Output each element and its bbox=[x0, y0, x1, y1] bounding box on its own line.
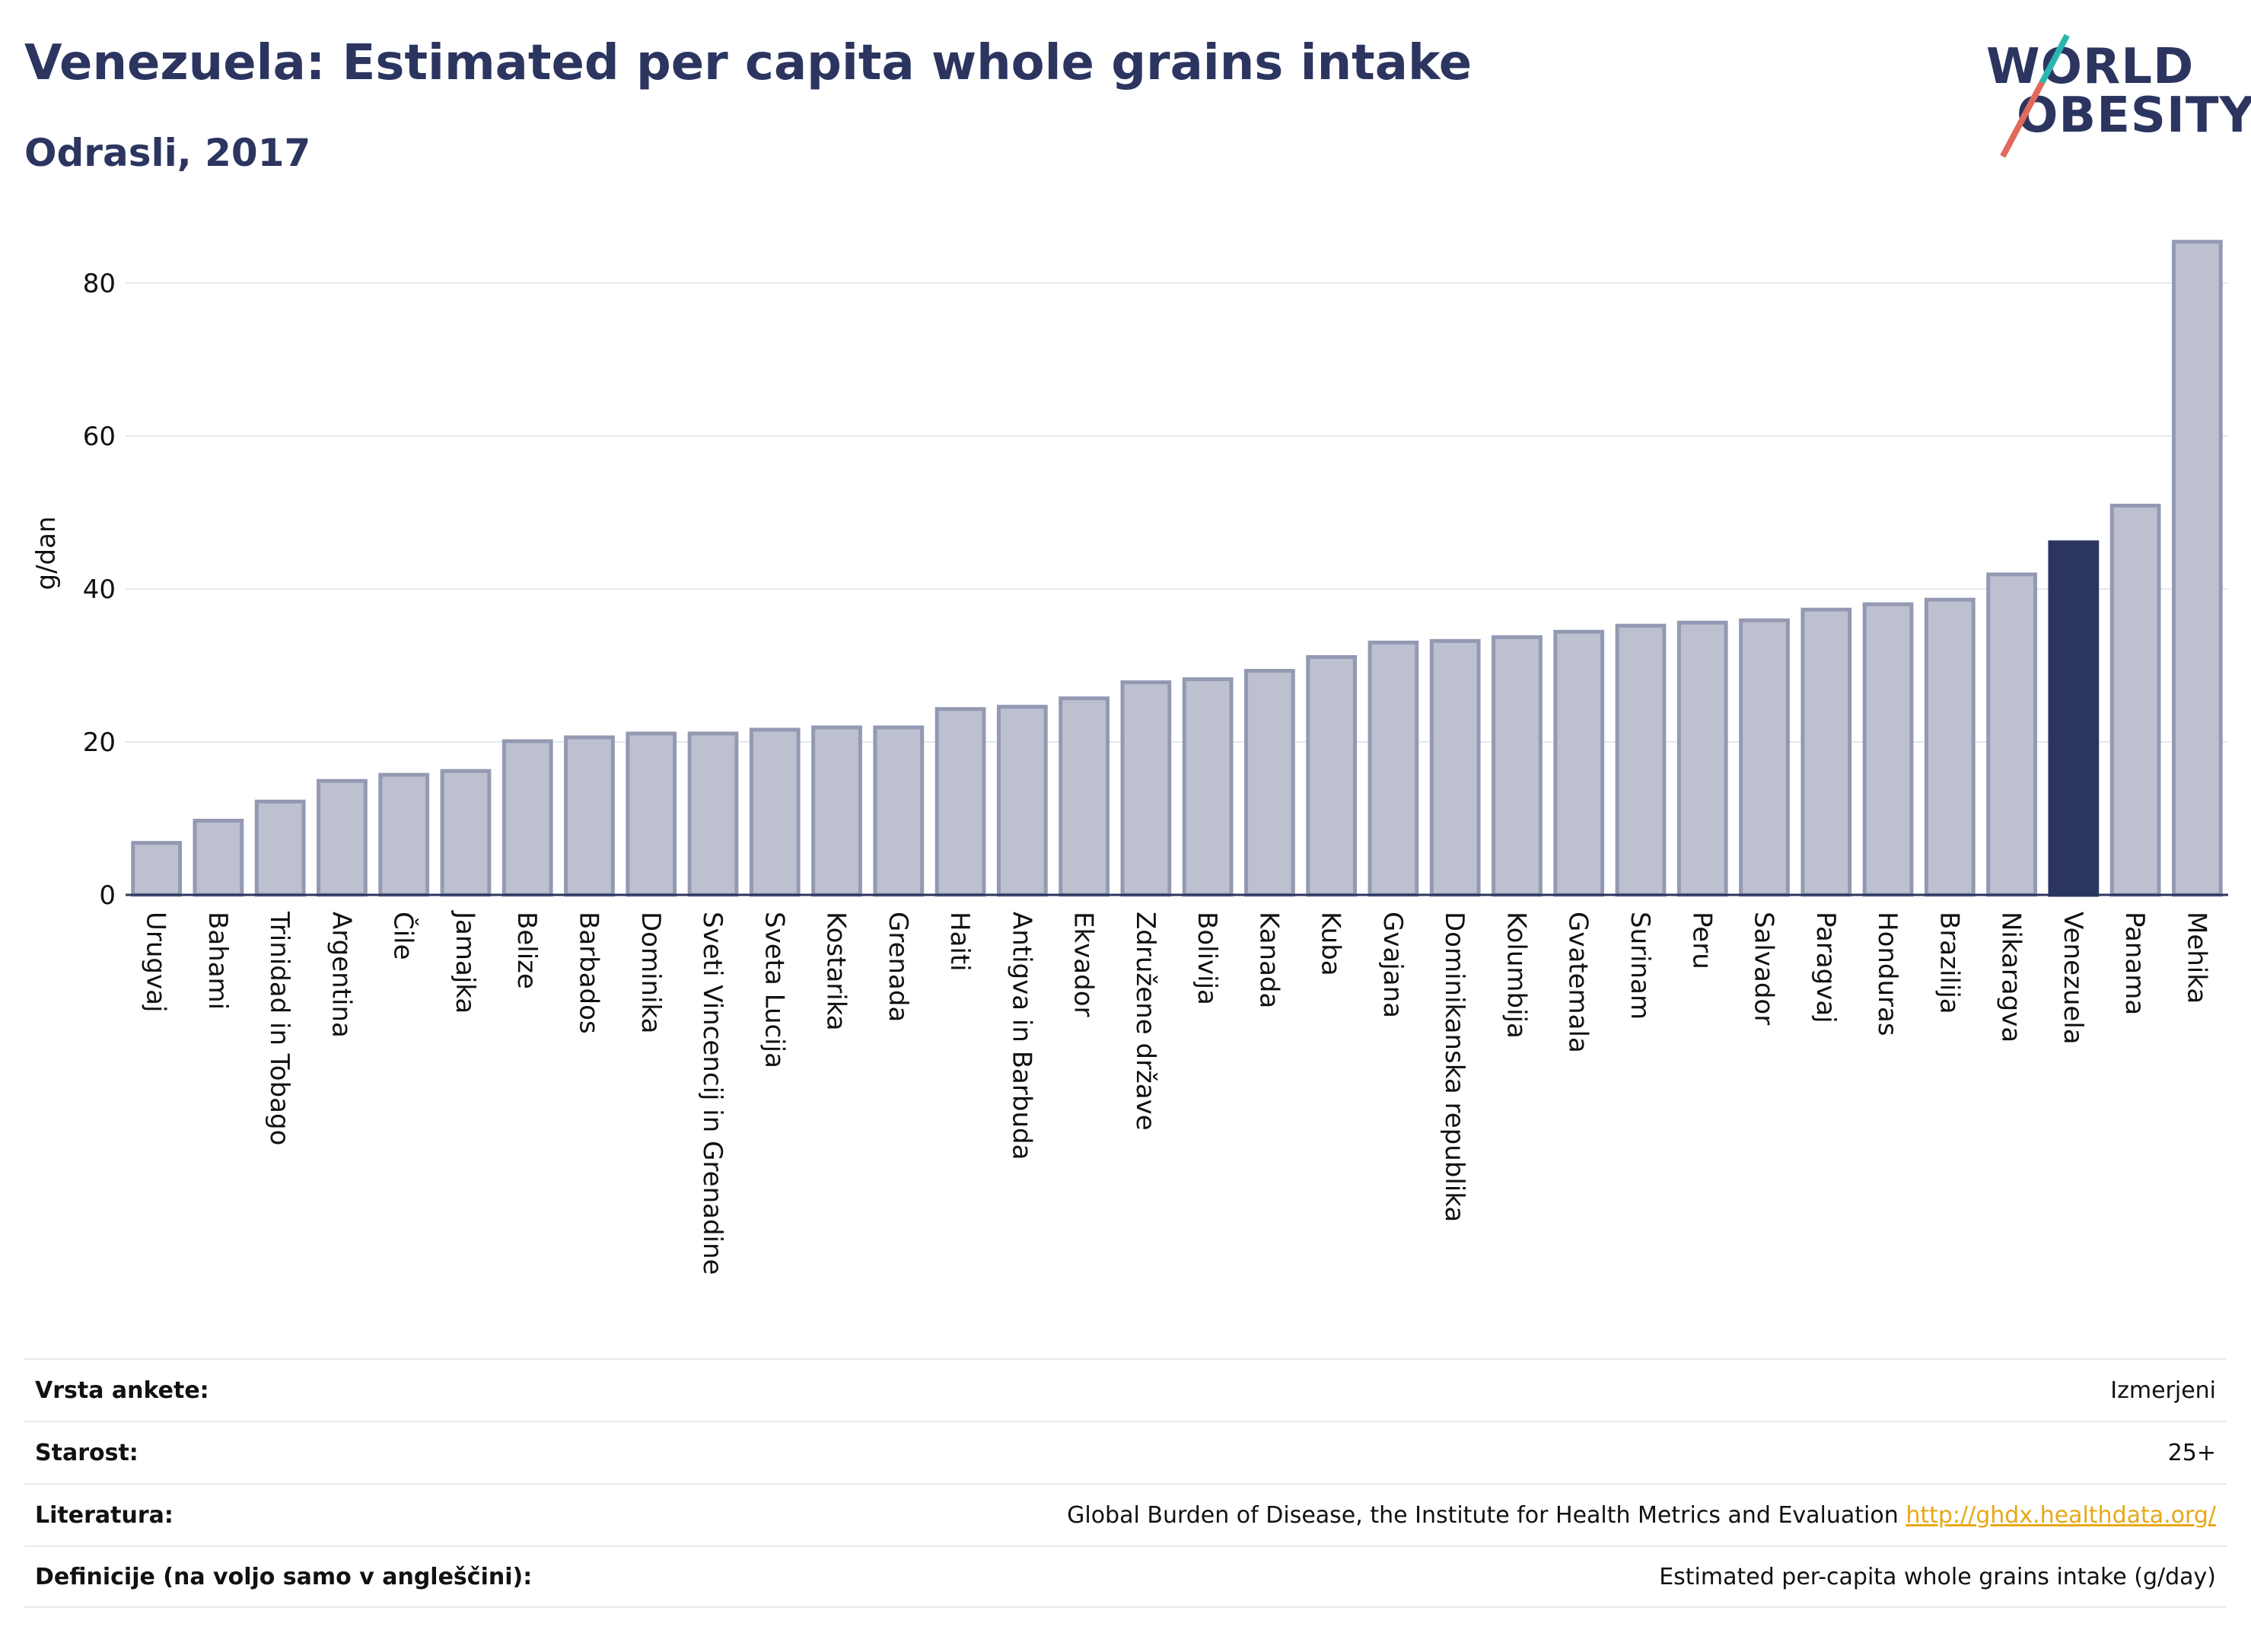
reference-link[interactable]: http://ghdx.healthdata.org/ bbox=[1906, 1501, 2216, 1529]
bar-brazilija[interactable] bbox=[1924, 597, 1976, 897]
meta-label: Literatura: bbox=[35, 1501, 174, 1529]
x-tick-label: Honduras bbox=[1872, 912, 1902, 1036]
bar-grenada[interactable] bbox=[873, 725, 925, 897]
x-tick-label: Združene države bbox=[1130, 912, 1161, 1131]
logo-text-obesity: OBESITY bbox=[2017, 88, 2251, 144]
bar-haiti[interactable] bbox=[934, 707, 986, 897]
x-tick-label: Ekvador bbox=[1068, 912, 1099, 1017]
meta-value: Izmerjeni bbox=[2110, 1377, 2216, 1404]
x-tick-label: Peru bbox=[1686, 912, 1717, 969]
meta-row-survey-type: Vrsta ankete: Izmerjeni bbox=[24, 1358, 2227, 1421]
x-tick-label: Barbados bbox=[573, 912, 603, 1034]
x-tick-label: Haiti bbox=[944, 912, 975, 972]
bar-nikaragva[interactable] bbox=[1986, 572, 2037, 897]
chart-subtitle: Odrasli, 2017 bbox=[24, 131, 311, 175]
chart-title: Venezuela: Estimated per capita whole gr… bbox=[24, 35, 1473, 91]
x-tick-label: Dominika bbox=[635, 912, 666, 1033]
bar-sveti-vincencij-in-grenadine[interactable] bbox=[687, 731, 739, 897]
bar-dominikanska-republika[interactable] bbox=[1429, 638, 1481, 897]
x-tick-label: Sveti Vincencij in Grenadine bbox=[697, 912, 728, 1275]
meta-row-age: Starost: 25+ bbox=[24, 1421, 2227, 1483]
bar-dominika[interactable] bbox=[626, 731, 677, 897]
bar-barbados[interactable] bbox=[564, 735, 615, 897]
bar-zdru-ene-dr-ave[interactable] bbox=[1120, 680, 1172, 897]
bar-kolumbija[interactable] bbox=[1492, 635, 1543, 897]
meta-value: Estimated per-capita whole grains intake… bbox=[1659, 1563, 2216, 1590]
x-tick-label: Gvatemala bbox=[1563, 912, 1594, 1053]
logo-text-world: WORLD bbox=[1986, 39, 2195, 95]
bar-kuba[interactable] bbox=[1306, 654, 1358, 897]
bar-mehika[interactable] bbox=[2171, 240, 2223, 897]
x-tick-label: Paragvaj bbox=[1810, 912, 1841, 1023]
x-tick-label: Bahami bbox=[202, 912, 233, 1010]
metadata-table: Vrsta ankete: Izmerjeni Starost: 25+ Lit… bbox=[24, 1358, 2227, 1608]
bar-peru[interactable] bbox=[1676, 620, 1728, 897]
bar-trinidad-in-tobago[interactable] bbox=[254, 799, 306, 897]
bar-salvador[interactable] bbox=[1739, 618, 1790, 897]
x-tick-label: Antigva in Barbuda bbox=[1006, 912, 1036, 1160]
reference-text: Global Burden of Disease, the Institute … bbox=[1067, 1501, 1899, 1529]
x-tick-label: Gvajana bbox=[1377, 912, 1408, 1018]
x-tick-label: Trinidad in Tobago bbox=[264, 911, 295, 1145]
y-axis-label: g/dan bbox=[31, 516, 62, 590]
x-tick-label: Nikaragva bbox=[1996, 912, 2027, 1042]
bar-bolivija[interactable] bbox=[1182, 677, 1234, 897]
bar-paragvaj[interactable] bbox=[1800, 607, 1852, 897]
bar-jamajka[interactable] bbox=[440, 769, 492, 897]
bar-gvajana[interactable] bbox=[1367, 640, 1419, 897]
x-tick-label: Jamajka bbox=[450, 910, 480, 1014]
bar-argentina[interactable] bbox=[317, 778, 368, 897]
x-tick-label: Sveta Lucija bbox=[759, 912, 789, 1068]
x-tick-label: Mehika bbox=[2181, 912, 2211, 1004]
bar-kanada[interactable] bbox=[1244, 669, 1295, 897]
bar-honduras[interactable] bbox=[1862, 602, 1914, 897]
world-obesity-logo[interactable]: WORLD OBESITY bbox=[1986, 21, 2251, 158]
x-tick-label: Kuba bbox=[1316, 912, 1346, 976]
meta-value: 25+ bbox=[2167, 1439, 2216, 1466]
bar-ekvador[interactable] bbox=[1059, 696, 1110, 897]
x-tick-label: Salvador bbox=[1749, 912, 1779, 1025]
bar-antigva-in-barbuda[interactable] bbox=[996, 705, 1048, 897]
meta-label: Definicije (na voljo samo v angleščini): bbox=[35, 1563, 533, 1590]
bar-belize[interactable] bbox=[501, 739, 553, 897]
x-tick-label: Kanada bbox=[1253, 912, 1284, 1008]
x-tick-label: Grenada bbox=[883, 912, 913, 1022]
meta-row-definitions: Definicije (na voljo samo v angleščini):… bbox=[24, 1545, 2227, 1608]
y-tick-label: 80 bbox=[83, 269, 116, 299]
x-tick-label: Kolumbija bbox=[1501, 912, 1531, 1039]
y-tick-label: 20 bbox=[83, 727, 116, 758]
meta-value-reference: Global Burden of Disease, the Institute … bbox=[1067, 1502, 2216, 1529]
bar-bahami[interactable] bbox=[193, 819, 244, 897]
bar-sveta-lucija[interactable] bbox=[749, 727, 801, 897]
meta-label: Vrsta ankete: bbox=[35, 1377, 209, 1404]
bar-kostarika[interactable] bbox=[811, 725, 862, 897]
bar-surinam[interactable] bbox=[1615, 623, 1667, 897]
bar-chart: 0 20 40 60 80 Urugvaj Bahami Trinidad in Tobag… bbox=[31, 240, 2228, 1275]
x-tick-labels: Urugvaj Bahami Trinidad in Tobago Argentina… bbox=[141, 910, 2212, 1275]
bar-urugvaj[interactable] bbox=[131, 841, 183, 897]
x-tick-label: Panama bbox=[2119, 912, 2150, 1015]
bar-gvatemala[interactable] bbox=[1553, 629, 1605, 897]
y-tick-labels: 0 20 40 60 80 bbox=[83, 269, 116, 911]
y-tick-label: 0 bbox=[99, 880, 116, 911]
x-tick-label: Kostarika bbox=[821, 912, 852, 1031]
x-tick-label: Urugvaj bbox=[141, 912, 171, 1012]
x-tick-label: Dominikanska republika bbox=[1439, 912, 1469, 1222]
bar--ile[interactable] bbox=[378, 772, 430, 897]
x-tick-label: Argentina bbox=[326, 912, 356, 1038]
x-tick-label: Bolivija bbox=[1192, 912, 1222, 1005]
bars bbox=[131, 240, 2223, 897]
bar-venezuela[interactable] bbox=[2048, 540, 2100, 897]
x-tick-label: Brazilija bbox=[1934, 912, 1964, 1014]
y-tick-label: 60 bbox=[83, 422, 116, 452]
y-tick-label: 40 bbox=[83, 575, 116, 605]
x-tick-label: Čile bbox=[388, 912, 419, 960]
meta-row-references: Literatura: Global Burden of Disease, th… bbox=[24, 1483, 2227, 1545]
meta-label: Starost: bbox=[35, 1439, 138, 1466]
bar-panama[interactable] bbox=[2109, 503, 2161, 897]
x-tick-label: Belize bbox=[511, 912, 542, 989]
x-tick-label: Venezuela bbox=[2058, 912, 2088, 1045]
x-tick-label: Surinam bbox=[1625, 912, 1655, 1020]
